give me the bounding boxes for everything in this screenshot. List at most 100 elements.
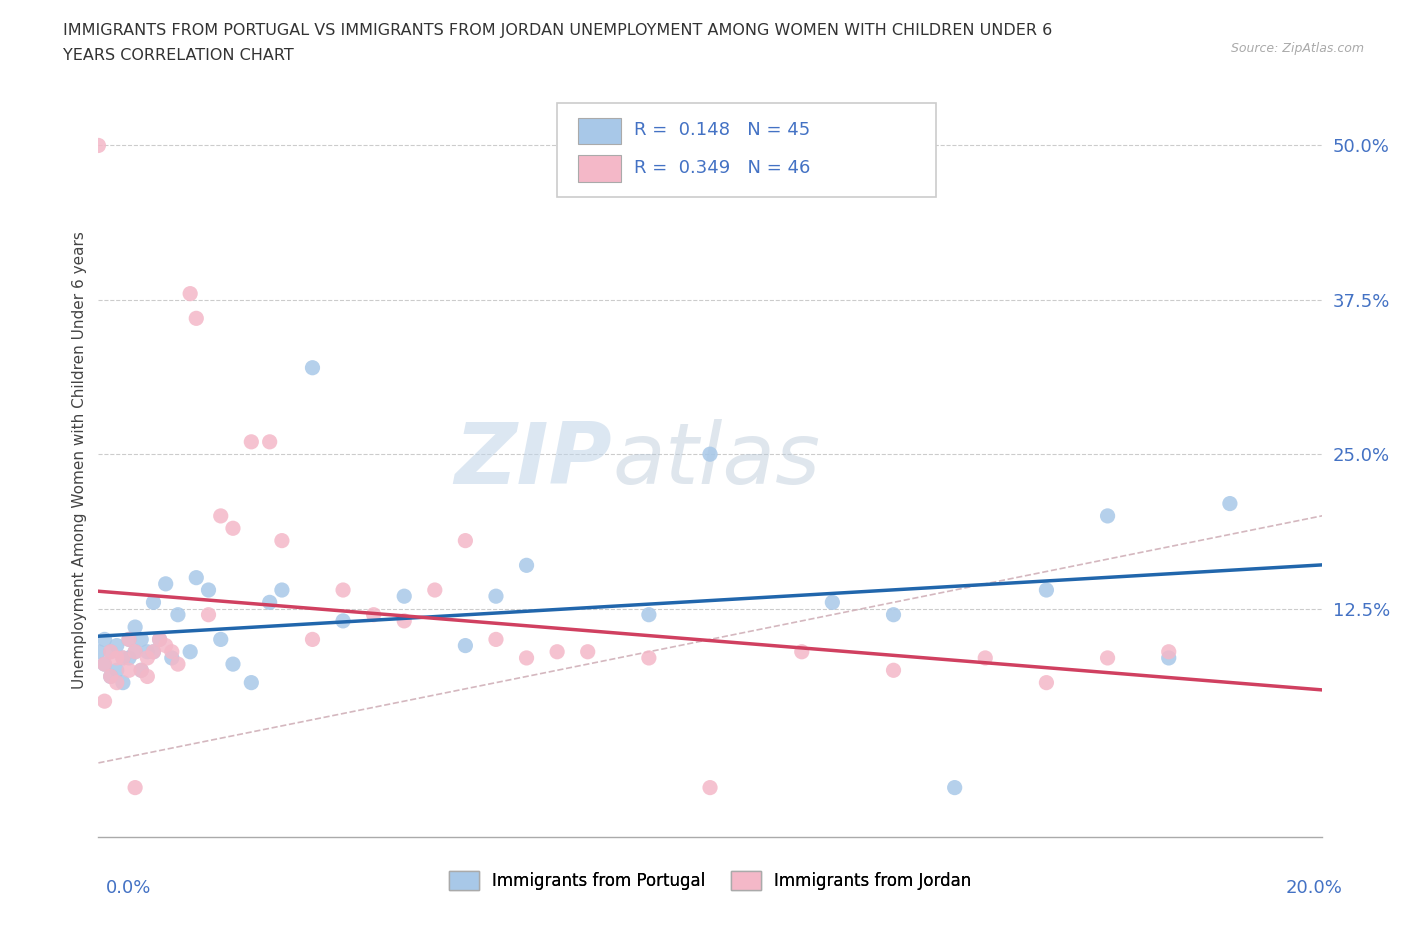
Point	[100, 644, 122, 659]
Point	[1097, 650, 1119, 665]
Text: R =  0.349   N = 46: R = 0.349 N = 46	[634, 159, 811, 177]
Point	[118, 663, 141, 678]
Point	[197, 582, 219, 597]
Point	[142, 595, 165, 610]
Point	[943, 780, 966, 795]
Point	[129, 632, 152, 647]
Point	[485, 589, 508, 604]
Point	[332, 582, 354, 597]
Point	[124, 644, 146, 659]
Point	[111, 650, 134, 665]
Point	[136, 669, 159, 684]
Point	[105, 675, 128, 690]
Point	[270, 533, 292, 548]
FancyBboxPatch shape	[557, 102, 936, 197]
Point	[93, 657, 115, 671]
Text: YEARS CORRELATION CHART: YEARS CORRELATION CHART	[63, 48, 294, 63]
Point	[118, 650, 141, 665]
Text: atlas: atlas	[612, 418, 820, 502]
Point	[259, 595, 281, 610]
Point	[240, 434, 263, 449]
FancyBboxPatch shape	[578, 117, 620, 144]
Point	[1219, 496, 1241, 511]
Point	[93, 694, 115, 709]
Point	[546, 644, 568, 659]
Point	[129, 663, 152, 678]
Point	[821, 595, 844, 610]
Point	[105, 650, 128, 665]
Point	[93, 657, 115, 671]
Point	[240, 675, 263, 690]
Text: IMMIGRANTS FROM PORTUGAL VS IMMIGRANTS FROM JORDAN UNEMPLOYMENT AMONG WOMEN WITH: IMMIGRANTS FROM PORTUGAL VS IMMIGRANTS F…	[63, 23, 1053, 38]
Point	[124, 619, 146, 634]
Legend: Immigrants from Portugal, Immigrants from Jordan: Immigrants from Portugal, Immigrants fro…	[443, 864, 977, 897]
Point	[160, 644, 183, 659]
Point	[87, 644, 110, 659]
Point	[197, 607, 219, 622]
Point	[392, 614, 416, 629]
Point	[454, 533, 477, 548]
Point	[129, 663, 152, 678]
Point	[1035, 675, 1057, 690]
Point	[332, 614, 354, 629]
Point	[1035, 582, 1057, 597]
Point	[699, 780, 721, 795]
Point	[100, 644, 122, 659]
Point	[87, 138, 110, 153]
Point	[576, 644, 599, 659]
Point	[111, 675, 134, 690]
Point	[790, 644, 813, 659]
Point	[301, 360, 323, 375]
Point	[167, 607, 190, 622]
Point	[699, 446, 721, 461]
Text: 20.0%: 20.0%	[1286, 879, 1343, 897]
Point	[149, 632, 172, 647]
Point	[516, 650, 538, 665]
Point	[160, 650, 183, 665]
Point	[454, 638, 477, 653]
Point	[124, 780, 146, 795]
Point	[111, 650, 134, 665]
Point	[1157, 650, 1180, 665]
Point	[118, 632, 141, 647]
Point	[100, 669, 122, 684]
Point	[142, 644, 165, 659]
Point	[637, 607, 661, 622]
Point	[118, 632, 141, 647]
Point	[186, 570, 208, 585]
Point	[883, 663, 905, 678]
Point	[516, 558, 538, 573]
Point	[259, 434, 281, 449]
Y-axis label: Unemployment Among Women with Children Under 6 years: Unemployment Among Women with Children U…	[72, 232, 87, 689]
Point	[974, 650, 997, 665]
Point	[179, 286, 201, 301]
Point	[179, 644, 201, 659]
Point	[485, 632, 508, 647]
Point	[301, 632, 323, 647]
Point	[136, 650, 159, 665]
Text: ZIP: ZIP	[454, 418, 612, 502]
Text: R =  0.148   N = 45: R = 0.148 N = 45	[634, 122, 810, 140]
Point	[423, 582, 446, 597]
Text: Source: ZipAtlas.com: Source: ZipAtlas.com	[1230, 42, 1364, 55]
Point	[883, 607, 905, 622]
Point	[142, 644, 165, 659]
Point	[270, 582, 292, 597]
Point	[100, 669, 122, 684]
Point	[186, 311, 208, 325]
Point	[105, 638, 128, 653]
Point	[124, 644, 146, 659]
Point	[637, 650, 661, 665]
Point	[222, 521, 245, 536]
Point	[167, 657, 190, 671]
Point	[155, 577, 177, 591]
Point	[363, 607, 385, 622]
Point	[209, 632, 232, 647]
Point	[1097, 509, 1119, 524]
Point	[105, 663, 128, 678]
Point	[93, 632, 115, 647]
Text: 0.0%: 0.0%	[105, 879, 150, 897]
Point	[1157, 644, 1180, 659]
Point	[209, 509, 232, 524]
FancyBboxPatch shape	[578, 155, 620, 181]
